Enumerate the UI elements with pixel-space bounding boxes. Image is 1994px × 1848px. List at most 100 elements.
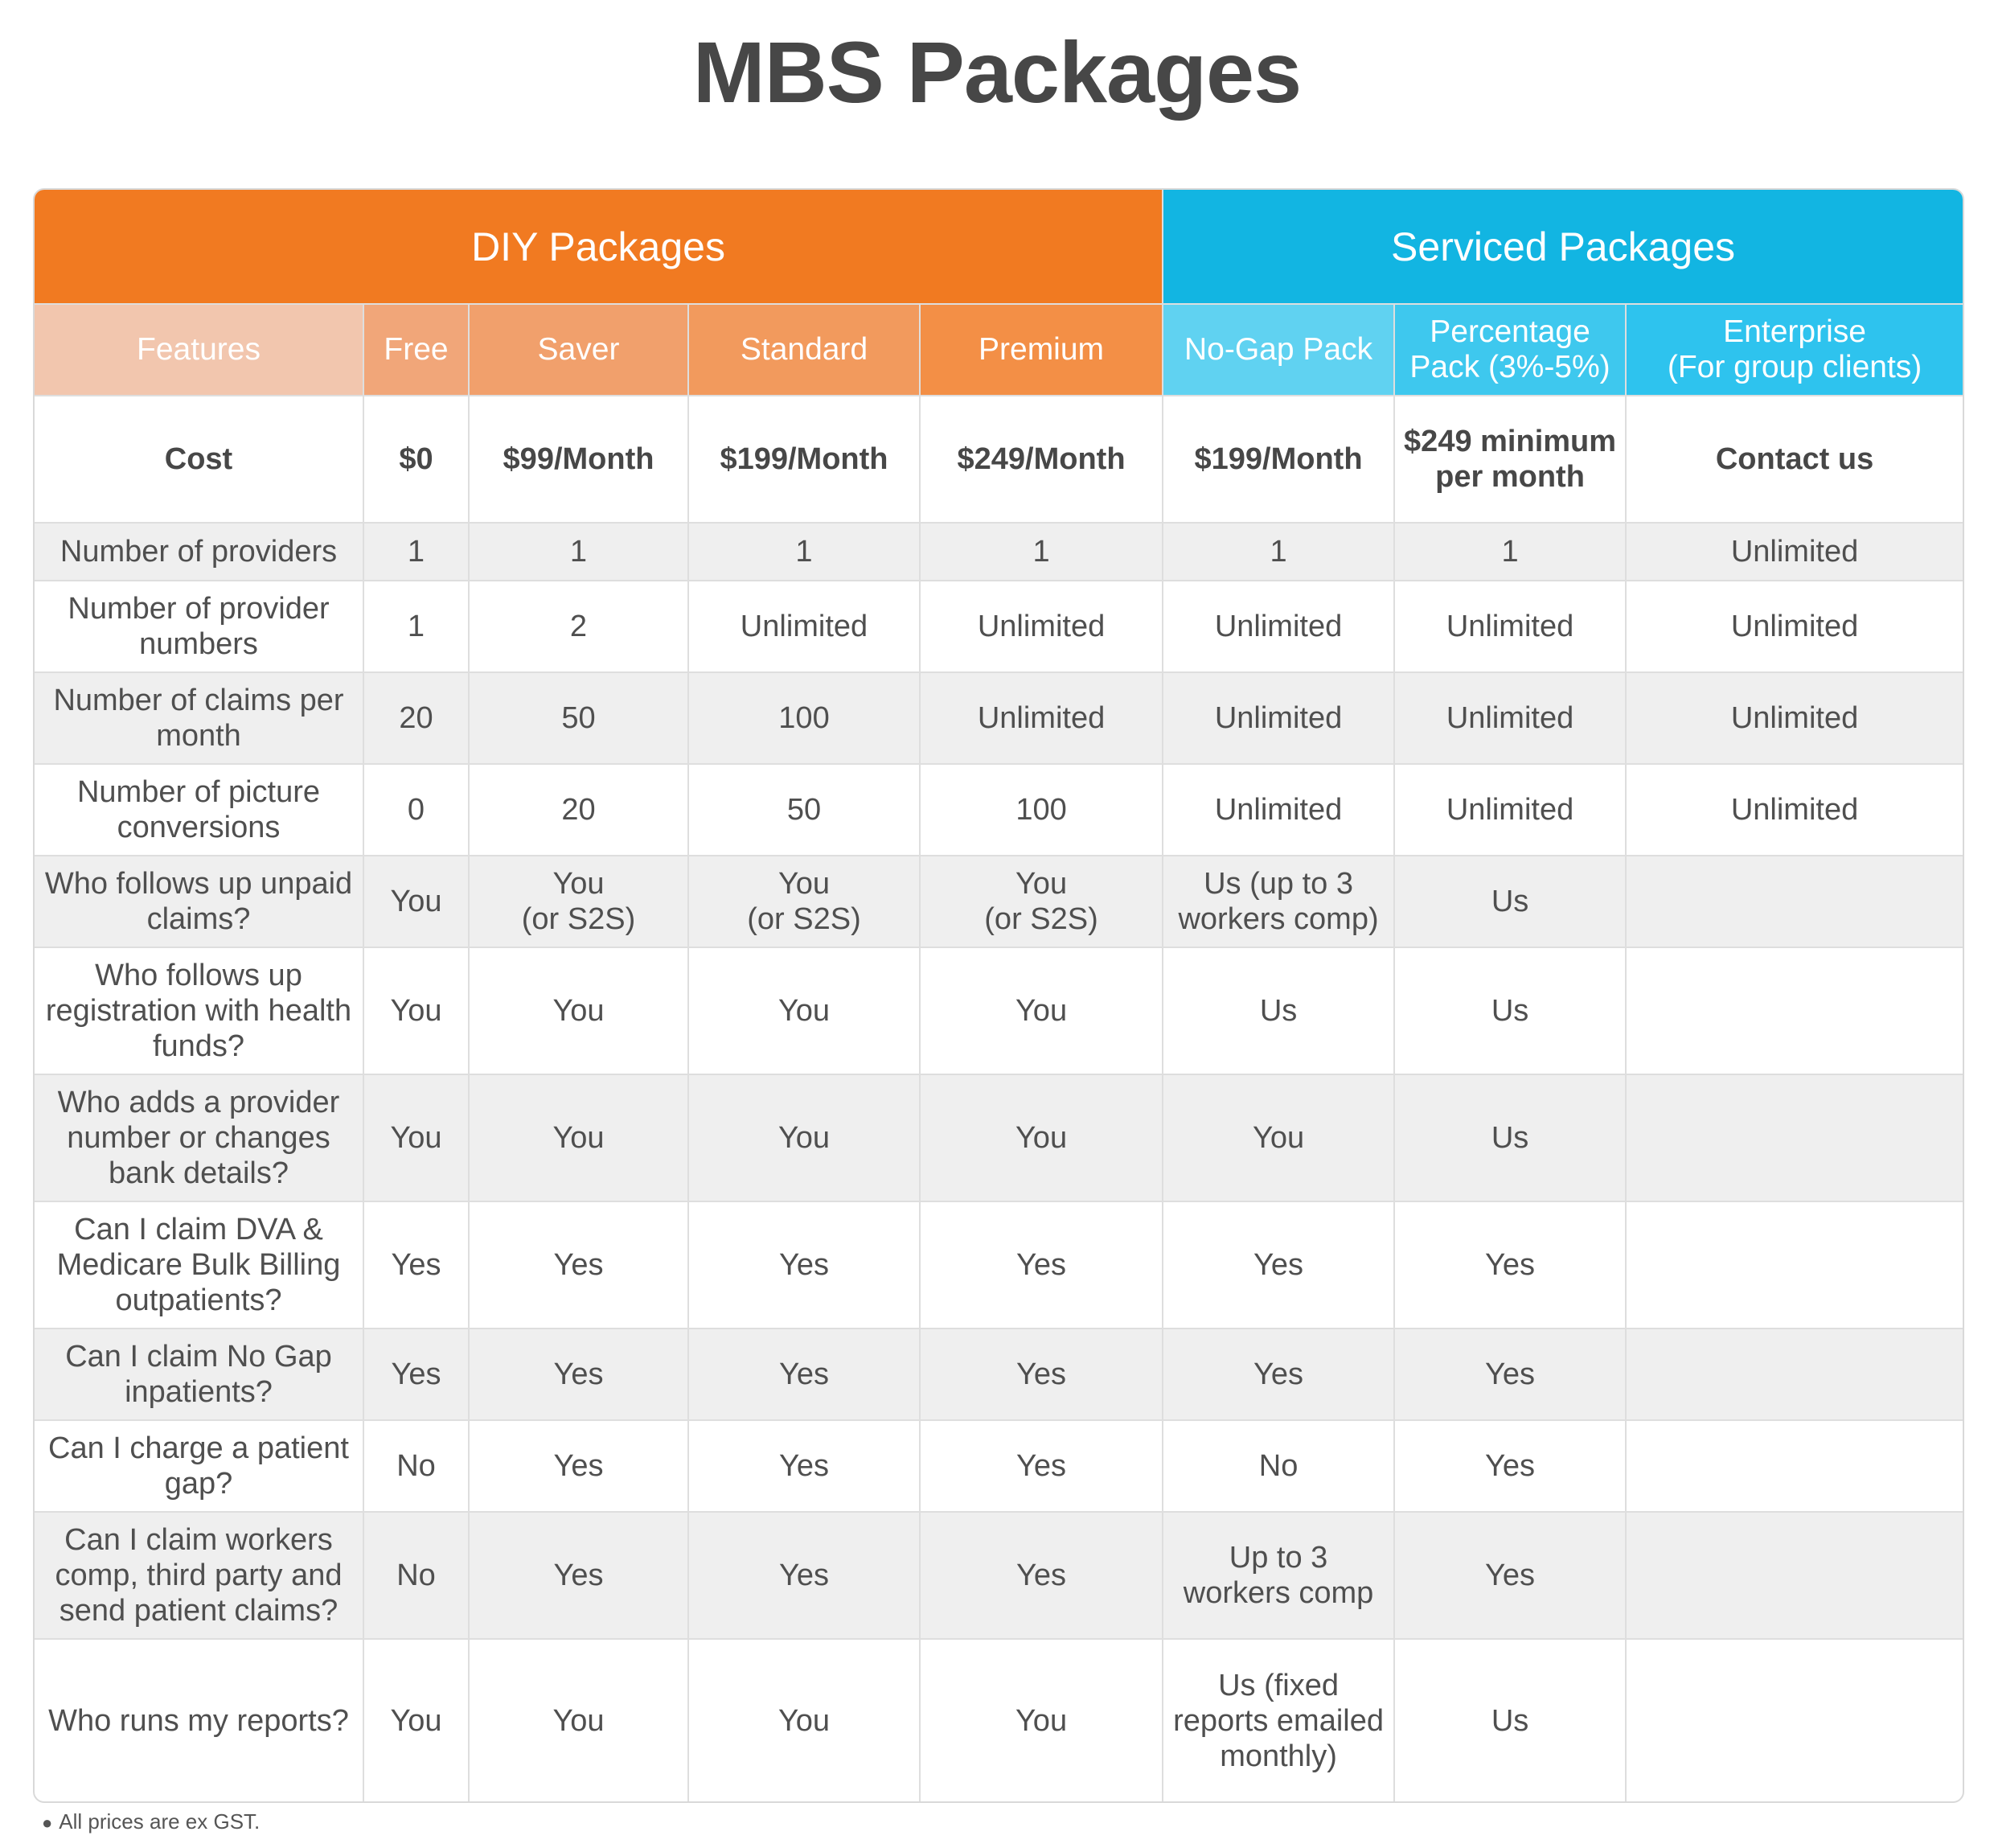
feature-cell: Who follows up registration with health … <box>35 947 364 1075</box>
value-cell: Unlimited <box>1625 763 1963 856</box>
value-cell: Yes <box>1162 1328 1396 1421</box>
value-cell: 100 <box>918 763 1164 856</box>
value-cell: Yes <box>1162 1201 1396 1329</box>
packages-table-container: DIY Packages Serviced Packages Features … <box>33 188 1964 1803</box>
table-row: Number of provider numbers 1 2 Unlimited Unl… <box>35 580 1963 673</box>
table-row: Who runs my reports? You You You You Us (fixe… <box>35 1638 1963 1801</box>
diy-packages-header: DIY Packages <box>35 190 1164 305</box>
value-cell: $199/Month <box>687 395 921 524</box>
table-row: Number of claims per month 20 50 100 Unlimit… <box>35 671 1963 765</box>
table-row: Who follows up unpaid claims? You You (or … <box>35 855 1963 948</box>
value-cell: 1 <box>468 522 689 581</box>
col-features: Features <box>35 303 364 396</box>
feature-cell: Number of picture conversions <box>35 763 364 856</box>
feature-cell: Cost <box>35 395 364 524</box>
value-cell <box>1625 1511 1963 1640</box>
value-cell: You <box>687 1074 921 1202</box>
value-cell: Us <box>1162 947 1396 1075</box>
value-cell: Yes <box>918 1201 1164 1329</box>
value-cell: 2 <box>468 580 689 673</box>
feature-cell: Can I claim workers comp, third party an… <box>35 1511 364 1640</box>
value-cell: 1 <box>687 522 921 581</box>
value-cell: Yes <box>468 1419 689 1513</box>
value-cell: Yes <box>1393 1328 1627 1421</box>
value-cell: 50 <box>687 763 921 856</box>
value-cell: $199/Month <box>1162 395 1396 524</box>
table-row: Can I claim workers comp, third party an… <box>35 1511 1963 1640</box>
col-enterprise-line2: (For group clients) <box>1667 350 1922 384</box>
value-cell: Unlimited <box>1393 763 1627 856</box>
value-cell: 100 <box>687 671 921 765</box>
value-cell: You <box>363 1638 470 1801</box>
table-row: Who adds a provider number or changes ba… <box>35 1074 1963 1202</box>
feature-cell: Who runs my reports? <box>35 1638 364 1801</box>
value-cell: Yes <box>687 1201 921 1329</box>
value-cell: Unlimited <box>1625 522 1963 581</box>
value-cell <box>1625 1419 1963 1513</box>
value-cell: You <box>363 947 470 1075</box>
value-cell: $99/Month <box>468 395 689 524</box>
value-cell: Yes <box>918 1419 1164 1513</box>
value-cell: Us (fixed reports emailed monthly) <box>1162 1638 1396 1801</box>
value-cell: $0 <box>363 395 470 524</box>
value-cell: You <box>918 1074 1164 1202</box>
value-cell <box>1625 1201 1963 1329</box>
value-cell: 1 <box>363 522 470 581</box>
value-cell <box>1625 855 1963 948</box>
value-cell: No <box>1162 1419 1396 1513</box>
value-cell: You <box>918 947 1164 1075</box>
value-cell: Yes <box>468 1511 689 1640</box>
value-cell: You (or S2S) <box>468 855 689 948</box>
value-cell: You <box>468 1638 689 1801</box>
value-cell: 1 <box>363 580 470 673</box>
value-cell: Unlimited <box>918 671 1164 765</box>
value-cell: Yes <box>363 1201 470 1329</box>
value-cell: Yes <box>1393 1201 1627 1329</box>
table-row: Can I claim DVA & Medicare Bulk Billing … <box>35 1201 1963 1329</box>
value-cell: Yes <box>687 1328 921 1421</box>
value-cell: Yes <box>468 1328 689 1421</box>
value-cell: Yes <box>687 1511 921 1640</box>
feature-cell: Can I charge a patient gap? <box>35 1419 364 1513</box>
feature-cell: Can I claim No Gap inpatients? <box>35 1328 364 1421</box>
value-cell: Unlimited <box>918 580 1164 673</box>
col-standard: Standard <box>687 303 921 396</box>
value-cell: Yes <box>363 1328 470 1421</box>
col-percentage-line1: Percentage <box>1430 314 1590 349</box>
value-cell: $249 minimum per month <box>1393 395 1627 524</box>
value-cell: Us <box>1393 855 1627 948</box>
value-cell: Us <box>1393 1074 1627 1202</box>
table-row: Who follows up registration with health … <box>35 947 1963 1075</box>
value-cell: Us (up to 3 workers comp) <box>1162 855 1396 948</box>
col-premium: Premium <box>918 303 1164 396</box>
page-title: MBS Packages <box>692 23 1302 121</box>
value-cell: Us <box>1393 947 1627 1075</box>
value-cell: 1 <box>1393 522 1627 581</box>
feature-cell: Number of claims per month <box>35 671 364 765</box>
value-cell: Yes <box>1393 1511 1627 1640</box>
value-cell: 0 <box>363 763 470 856</box>
packages-table: DIY Packages Serviced Packages Features … <box>35 190 1963 1801</box>
value-cell: No <box>363 1419 470 1513</box>
col-free: Free <box>363 303 470 396</box>
value-cell: Unlimited <box>1625 671 1963 765</box>
value-cell: 20 <box>363 671 470 765</box>
value-cell: Us <box>1393 1638 1627 1801</box>
value-cell: Unlimited <box>1393 671 1627 765</box>
value-cell: Contact us <box>1625 395 1963 524</box>
value-cell: No <box>363 1511 470 1640</box>
value-cell: You <box>1162 1074 1396 1202</box>
value-cell: Unlimited <box>1162 671 1396 765</box>
value-cell: Yes <box>687 1419 921 1513</box>
col-saver: Saver <box>468 303 689 396</box>
value-cell: You <box>363 1074 470 1202</box>
value-cell: 1 <box>1162 522 1396 581</box>
feature-cell: Can I claim DVA & Medicare Bulk Billing … <box>35 1201 364 1329</box>
value-cell: Unlimited <box>1625 580 1963 673</box>
value-cell: You <box>687 1638 921 1801</box>
value-cell: Unlimited <box>1393 580 1627 673</box>
value-cell: You (or S2S) <box>687 855 921 948</box>
footnote-text: All prices are ex GST. <box>59 1809 261 1834</box>
footnote: ● All prices are ex GST. <box>42 1809 260 1834</box>
feature-cell: Number of provider numbers <box>35 580 364 673</box>
